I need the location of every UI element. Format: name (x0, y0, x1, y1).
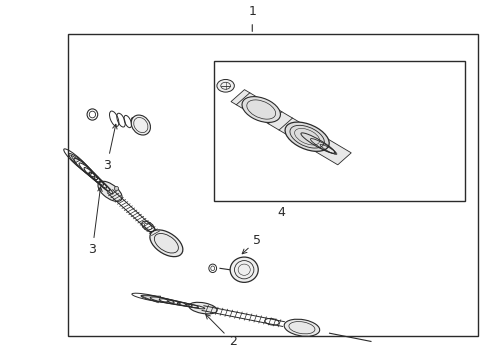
Text: 4: 4 (277, 206, 285, 219)
Polygon shape (141, 296, 161, 303)
Text: 3: 3 (89, 187, 102, 256)
Text: 2: 2 (206, 314, 237, 348)
Ellipse shape (230, 257, 258, 282)
Ellipse shape (285, 122, 329, 151)
Text: 3: 3 (103, 124, 117, 172)
Ellipse shape (189, 302, 217, 314)
Bar (68, 34, 478, 336)
Ellipse shape (131, 115, 150, 135)
Ellipse shape (284, 319, 319, 336)
Ellipse shape (150, 230, 183, 257)
Text: 1: 1 (248, 5, 256, 18)
Polygon shape (231, 90, 351, 165)
Circle shape (217, 80, 234, 92)
Ellipse shape (98, 181, 122, 201)
Bar (214, 60, 466, 201)
Polygon shape (71, 155, 80, 163)
Text: 5: 5 (242, 234, 261, 254)
Ellipse shape (242, 96, 280, 122)
